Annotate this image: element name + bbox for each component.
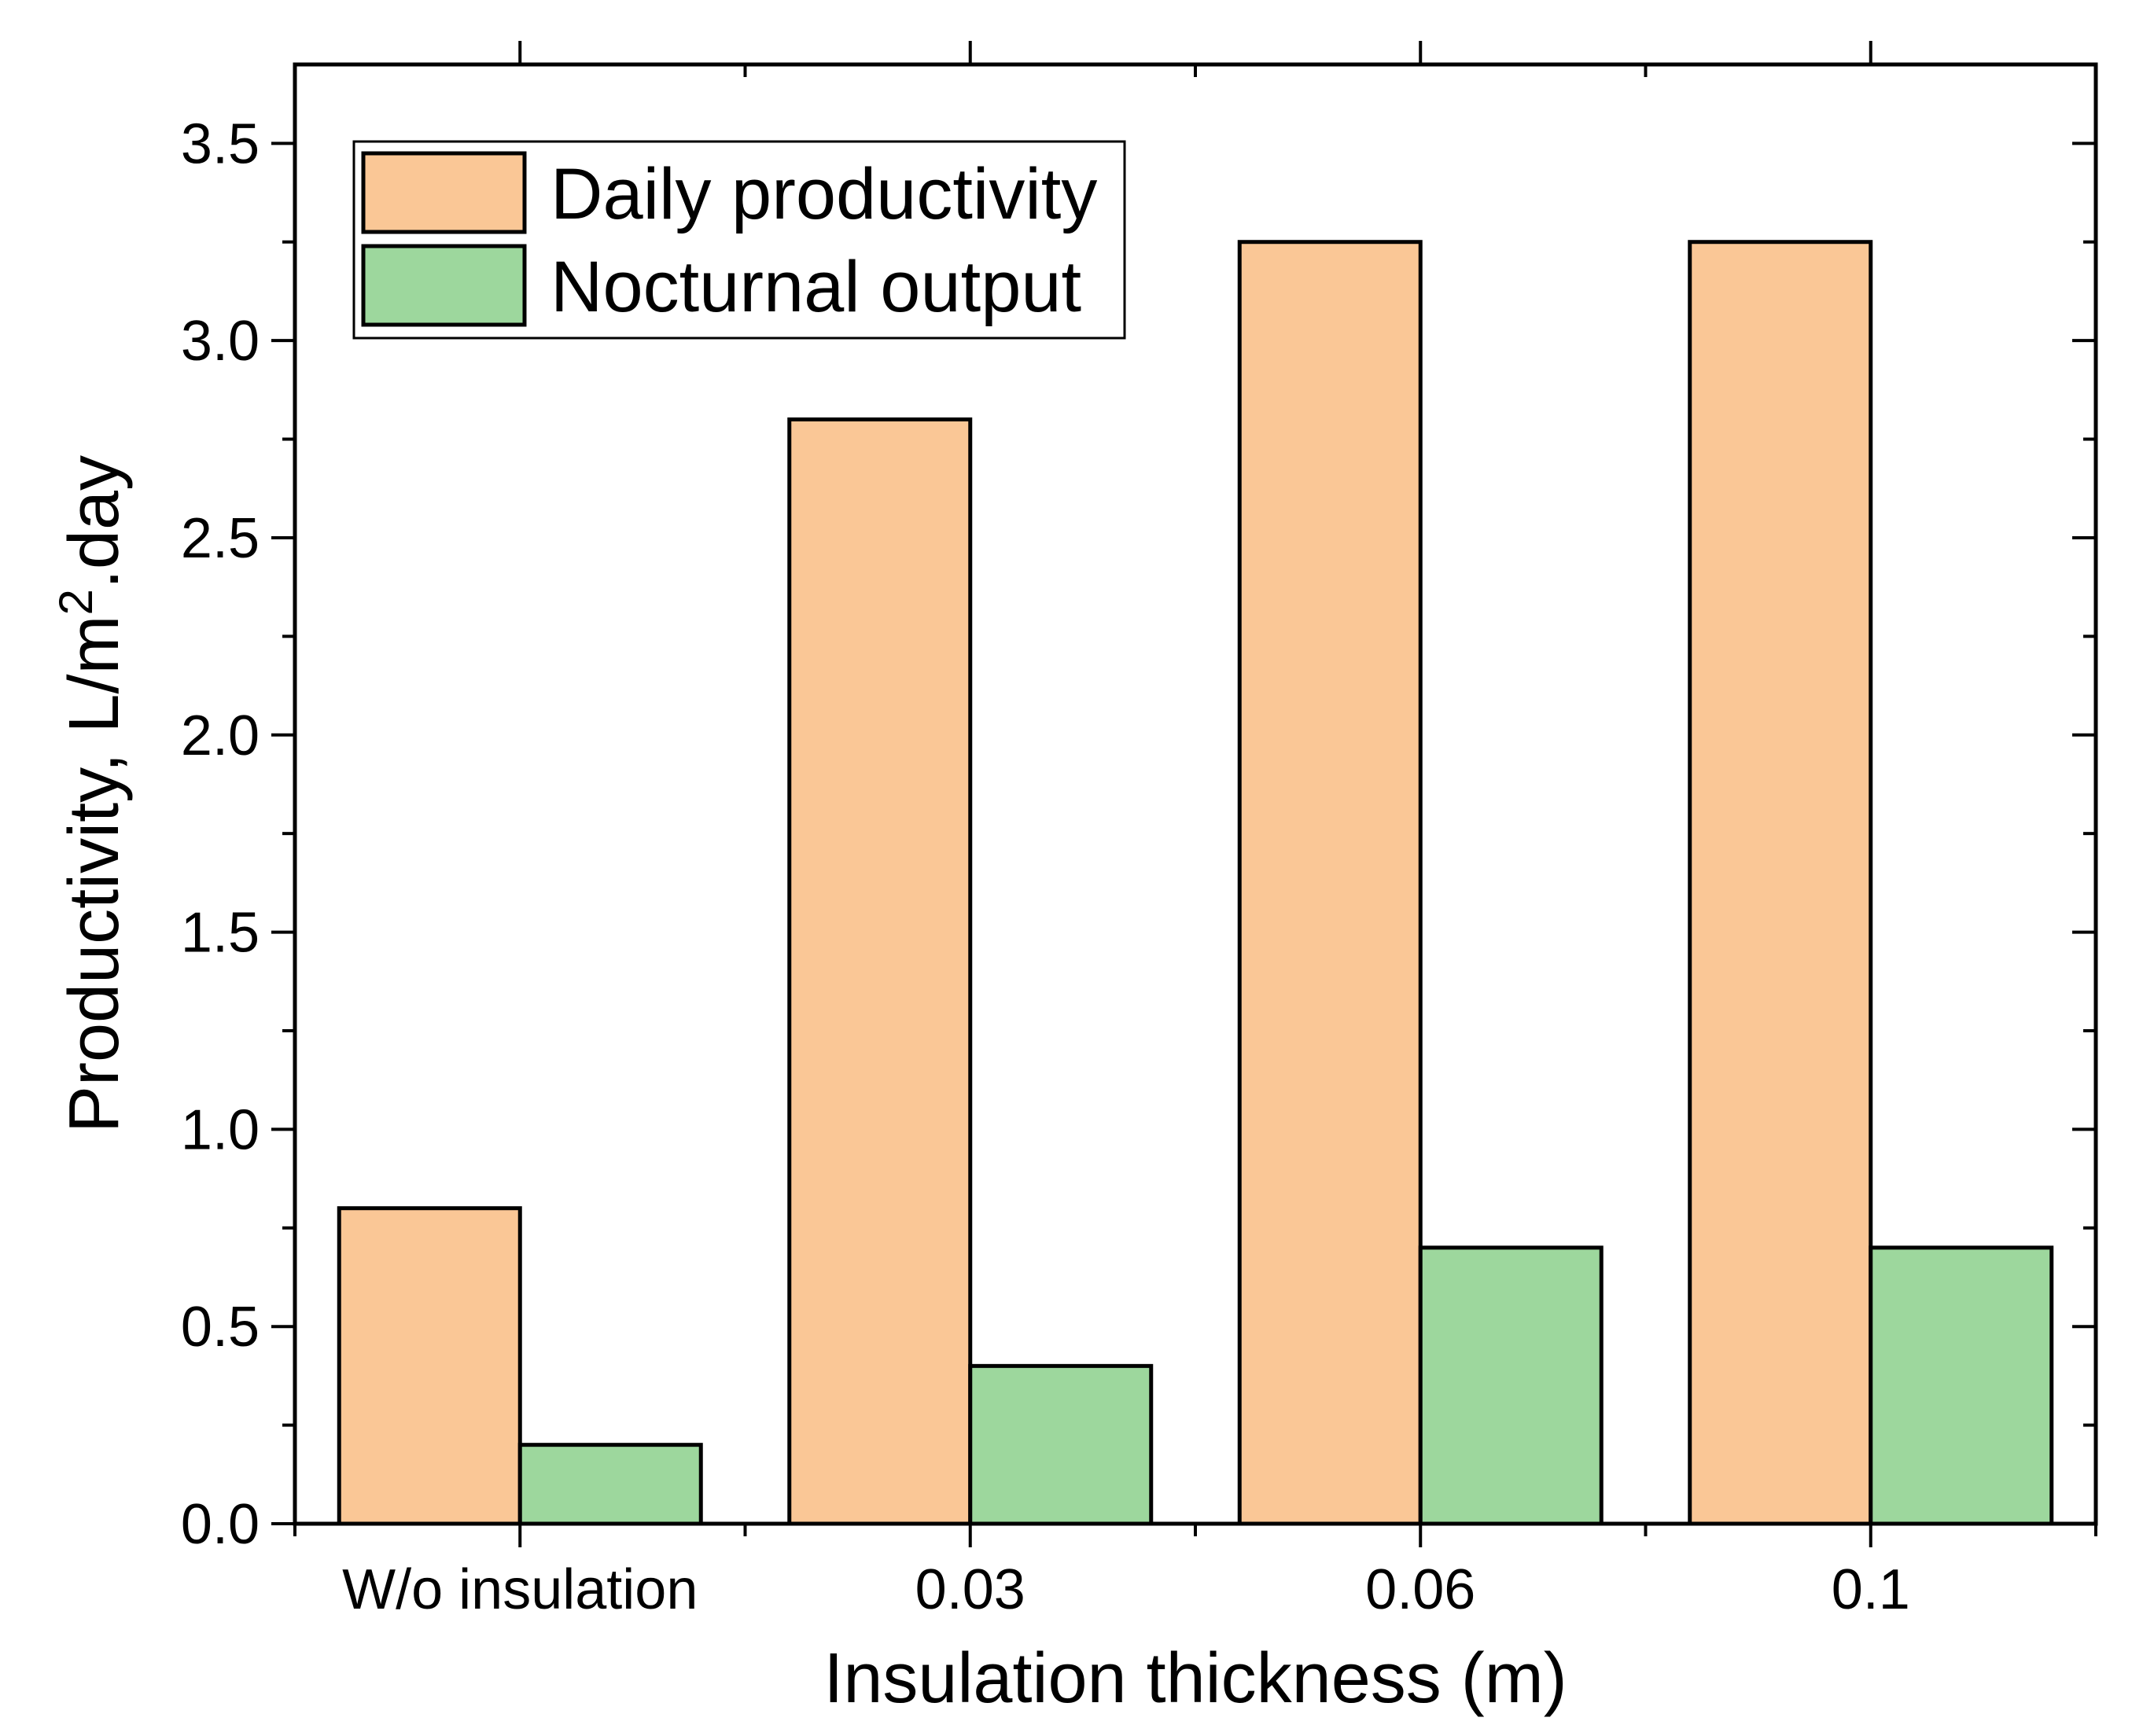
- bar-daily-productivity-3: [1688, 240, 1873, 1526]
- y-tick-label: 2.0: [181, 704, 260, 767]
- legend-label-daily-productivity: Daily productivity: [550, 154, 1097, 234]
- y-tick-label: 3.5: [181, 112, 260, 175]
- x-tick-label: 0.1: [1832, 1558, 1910, 1621]
- y-axis-title-suffix: .day: [55, 455, 134, 589]
- x-tick-label: 0.03: [915, 1558, 1025, 1621]
- legend-swatch-daily-productivity: [361, 151, 527, 234]
- y-tick-label: 3.0: [181, 310, 260, 373]
- x-axis-title: Insulation thickness (m): [823, 1639, 1567, 1718]
- y-tick-label: 2.5: [181, 507, 260, 570]
- y-axis-title: Productivity, L/m2.day: [50, 455, 134, 1133]
- x-tick-label: 0.06: [1365, 1558, 1475, 1621]
- y-tick-label: 0.0: [181, 1493, 260, 1556]
- bar-daily-productivity-0: [337, 1206, 522, 1526]
- y-axis-title-superscript: 2: [50, 589, 102, 615]
- bars-layer: [337, 240, 2054, 1526]
- bar-nocturnal-output-0: [517, 1443, 703, 1526]
- bar-daily-productivity-1: [787, 417, 973, 1526]
- legend-label-nocturnal-output: Nocturnal output: [550, 247, 1081, 327]
- y-tick-label: 1.0: [181, 1098, 260, 1161]
- axis-ticks: [271, 41, 2097, 1547]
- y-tick-label: 1.5: [181, 902, 260, 965]
- bar-nocturnal-output-3: [1869, 1245, 2054, 1526]
- y-axis-title-prefix: Productivity, L/m: [55, 615, 134, 1133]
- bar-nocturnal-output-1: [968, 1363, 1154, 1526]
- y-tick-label: 0.5: [181, 1296, 260, 1359]
- bar-daily-productivity-2: [1237, 240, 1423, 1526]
- legend-swatch-nocturnal-output: [361, 244, 527, 327]
- legend: Daily productivity Nocturnal output: [352, 140, 1126, 340]
- x-tick-label: W/o insulation: [342, 1558, 698, 1621]
- bar-nocturnal-output-2: [1418, 1245, 1604, 1526]
- tick-labels: 0.0 0.5 1.0 1.5 2.0 2.5 3.0 3.5 W/o insulation 0.…: [181, 112, 1910, 1621]
